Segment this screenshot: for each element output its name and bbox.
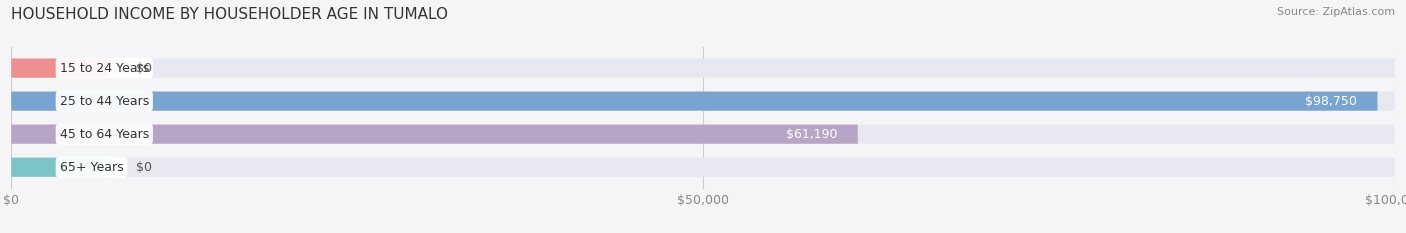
Text: 45 to 64 Years: 45 to 64 Years xyxy=(59,128,149,141)
Text: HOUSEHOLD INCOME BY HOUSEHOLDER AGE IN TUMALO: HOUSEHOLD INCOME BY HOUSEHOLDER AGE IN T… xyxy=(11,7,449,22)
FancyBboxPatch shape xyxy=(11,125,1395,144)
Text: $98,750: $98,750 xyxy=(1305,95,1357,108)
Text: 15 to 24 Years: 15 to 24 Years xyxy=(59,62,149,75)
FancyBboxPatch shape xyxy=(11,58,1395,78)
FancyBboxPatch shape xyxy=(11,92,1395,111)
Text: $0: $0 xyxy=(136,161,152,174)
Text: 65+ Years: 65+ Years xyxy=(59,161,124,174)
Text: $61,190: $61,190 xyxy=(786,128,837,141)
FancyBboxPatch shape xyxy=(11,92,1378,111)
Text: $0: $0 xyxy=(136,62,152,75)
Text: Source: ZipAtlas.com: Source: ZipAtlas.com xyxy=(1277,7,1395,17)
FancyBboxPatch shape xyxy=(11,158,1395,177)
FancyBboxPatch shape xyxy=(11,158,108,177)
FancyBboxPatch shape xyxy=(11,125,858,144)
Text: 25 to 44 Years: 25 to 44 Years xyxy=(59,95,149,108)
FancyBboxPatch shape xyxy=(11,58,108,78)
